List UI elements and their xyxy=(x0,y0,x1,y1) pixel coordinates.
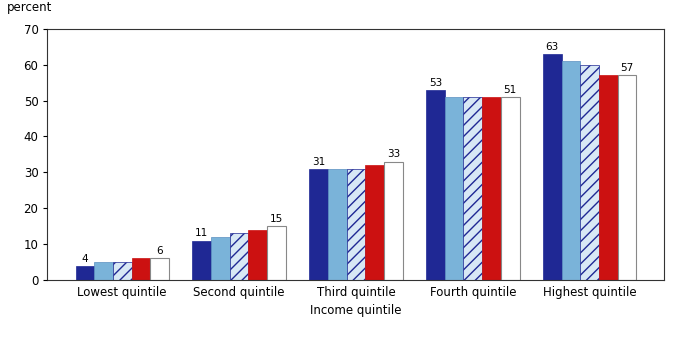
Bar xyxy=(426,90,445,280)
Bar xyxy=(309,169,328,280)
Text: 53: 53 xyxy=(428,78,442,88)
Text: 11: 11 xyxy=(195,228,208,238)
Bar xyxy=(328,169,346,280)
Bar xyxy=(230,233,248,280)
Bar xyxy=(384,162,403,280)
Text: 57: 57 xyxy=(620,63,634,73)
Bar xyxy=(501,97,519,280)
Bar xyxy=(580,65,599,280)
Bar xyxy=(193,241,211,280)
X-axis label: Income quintile: Income quintile xyxy=(311,304,401,317)
Bar xyxy=(211,237,230,280)
Text: 4: 4 xyxy=(81,253,88,264)
Bar xyxy=(346,169,365,280)
Bar xyxy=(75,266,94,280)
Text: 33: 33 xyxy=(386,149,400,159)
Text: 51: 51 xyxy=(504,85,517,95)
Bar xyxy=(445,97,464,280)
Text: 31: 31 xyxy=(312,157,325,167)
Bar xyxy=(113,262,132,280)
Bar xyxy=(464,97,482,280)
Bar xyxy=(151,258,169,280)
Bar xyxy=(543,54,561,280)
Bar xyxy=(561,61,580,280)
Bar xyxy=(618,75,637,280)
Text: percent: percent xyxy=(7,1,53,14)
Text: 15: 15 xyxy=(270,214,283,224)
Bar xyxy=(599,75,618,280)
Bar xyxy=(248,230,267,280)
Bar xyxy=(94,262,113,280)
Bar xyxy=(365,165,384,280)
Bar xyxy=(482,97,501,280)
Bar xyxy=(267,226,286,280)
Text: 6: 6 xyxy=(157,246,163,256)
Bar xyxy=(132,258,151,280)
Text: 63: 63 xyxy=(546,42,559,52)
